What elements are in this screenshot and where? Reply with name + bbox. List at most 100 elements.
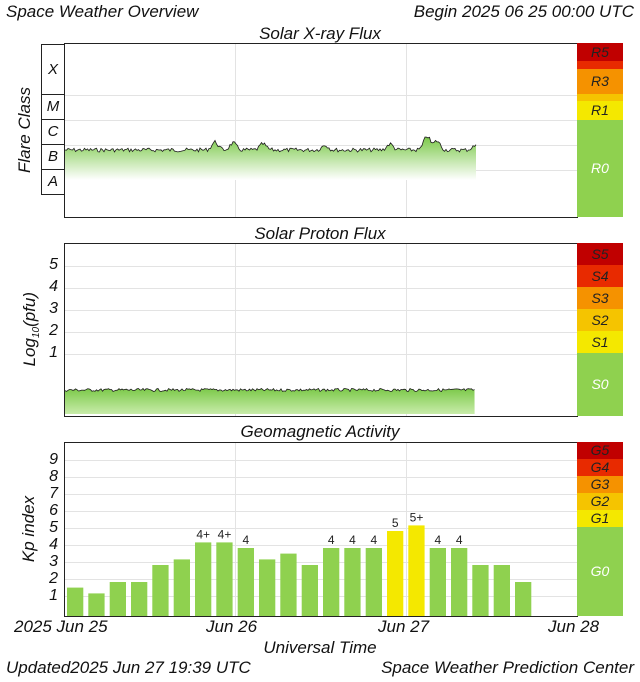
kp-tick-3: 3: [49, 553, 58, 570]
scale-r2-band: [577, 94, 623, 101]
updated-label: Updated: [6, 658, 71, 677]
proton-tick-4: 4: [49, 278, 58, 295]
scale-s3: S3: [577, 287, 623, 309]
proton-tick-3: 3: [49, 300, 58, 317]
kp-bar: [387, 531, 404, 616]
overview-title: Space Weather Overview: [6, 2, 199, 21]
kp-bar: [152, 565, 169, 616]
flare-class-m: M: [41, 94, 65, 120]
kp-bar: [237, 548, 254, 616]
kp-bar: [323, 548, 340, 616]
proton-plot: [64, 243, 578, 417]
kp-bar: [344, 548, 361, 616]
scale-g2: G2: [577, 493, 623, 510]
flare-class-column: X M C B A: [41, 44, 65, 216]
kp-tick-5: 5: [49, 519, 58, 536]
proton-tick-2: 2: [49, 322, 58, 339]
scale-g3: G3: [577, 476, 623, 493]
scale-r3: R3: [577, 69, 623, 94]
scale-g0: G0: [577, 527, 623, 616]
radiation-storm-scale: S5 S4 S3 S2 S1 S0: [577, 243, 623, 416]
x-axis-label: Universal Time: [263, 638, 377, 657]
kp-bar: [216, 542, 233, 616]
xray-ylabel: Flare Class: [15, 87, 34, 173]
kp-tick-7: 7: [49, 485, 58, 502]
xray-title: Solar X-ray Flux: [259, 24, 381, 43]
scale-g4: G4: [577, 459, 623, 476]
xray-area: [65, 137, 476, 180]
kp-bar: [408, 525, 425, 616]
scale-g1: G1: [577, 510, 623, 527]
kp-bar: [109, 582, 126, 616]
geomagnetic-storm-scale: G5 G4 G3 G2 G1 G0: [577, 442, 623, 616]
kp-bar: [88, 593, 105, 616]
kp-svg: 4+ 4+ 4 4 4 45 5+4 4: [65, 443, 577, 616]
proton-svg: [65, 244, 577, 416]
kp-bar: [472, 565, 489, 616]
kp-bar: [173, 559, 190, 616]
proton-tick-5: 5: [49, 256, 58, 273]
kp-bar-label: 4: [370, 533, 377, 547]
kp-bar-label: 5: [392, 516, 399, 530]
kp-bar-label: 4: [349, 533, 356, 547]
begin-time: Begin 2025 06 25 00:00 UTC: [414, 2, 634, 22]
x-tick-jun25: 2025 Jun 25: [14, 617, 108, 636]
scale-s1: S1: [577, 331, 623, 353]
begin-label: Begin: [413, 2, 458, 21]
kp-tick-9: 9: [49, 451, 58, 468]
kp-bar: [131, 582, 148, 616]
x-tick-jun28: Jun 28: [548, 617, 600, 636]
kp-bar: [451, 548, 468, 616]
flare-class-c: C: [41, 119, 65, 145]
kp-bars: 4+ 4+ 4 4 4 45 5+4 4: [67, 510, 532, 616]
scale-r4-band: [577, 61, 623, 69]
proton-tick-1: 1: [49, 344, 58, 361]
kp-bar-label: 4+: [218, 527, 232, 541]
flare-class-a: A: [41, 169, 65, 195]
kp-title: Geomagnetic Activity: [240, 422, 400, 441]
kp-bar-label: 4: [456, 533, 463, 547]
kp-bar: [67, 587, 84, 616]
scale-r0: R0: [577, 120, 623, 217]
begin-value: 2025 06 25 00:00 UTC: [461, 2, 634, 21]
kp-tick-1: 1: [49, 587, 58, 604]
proton-grid: [65, 244, 577, 416]
scale-s4: S4: [577, 265, 623, 287]
kp-grid: [65, 443, 577, 616]
kp-bar: [280, 553, 297, 616]
kp-bar-label: 4: [242, 533, 249, 547]
updated-time: Updated2025 Jun 27 19:39 UTC: [6, 658, 251, 678]
kp-bar-label: 4: [434, 533, 441, 547]
flare-class-b: B: [41, 144, 65, 170]
xray-grid: [65, 44, 577, 217]
kp-tick-8: 8: [49, 468, 58, 485]
kp-tick-2: 2: [49, 570, 58, 587]
x-tick-jun27: Jun 27: [378, 617, 430, 636]
xray-svg: [65, 44, 577, 217]
radio-blackout-scale: R5 R3 R1 R0: [577, 43, 623, 217]
kp-bar: [259, 559, 276, 616]
kp-bar: [195, 542, 212, 616]
kp-bar-label: 5+: [410, 510, 424, 524]
x-tick-jun26: Jun 26: [206, 617, 258, 636]
proton-line: [65, 387, 475, 393]
swpc-credit: Space Weather Prediction Center: [381, 658, 634, 677]
kp-bar: [515, 582, 532, 616]
kp-plot: 4+ 4+ 4 4 4 4 5 5+ 4 4: [64, 442, 578, 617]
xray-plot: [64, 43, 578, 218]
proton-title: Solar Proton Flux: [254, 224, 386, 243]
kp-bar: [429, 548, 446, 616]
kp-bar: [365, 548, 382, 616]
scale-r5: R5: [577, 43, 623, 61]
proton-area: [65, 388, 475, 414]
kp-bar: [301, 565, 318, 616]
kp-tick-4: 4: [49, 536, 58, 553]
kp-bar-label: 4+: [196, 527, 210, 541]
xray-line: [65, 136, 477, 153]
scale-s0: S0: [577, 353, 623, 416]
kp-tick-6: 6: [49, 502, 58, 519]
kp-bar-label: 4: [328, 533, 335, 547]
flare-class-x: X: [41, 44, 65, 95]
scale-g5: G5: [577, 442, 623, 459]
scale-s5: S5: [577, 243, 623, 265]
